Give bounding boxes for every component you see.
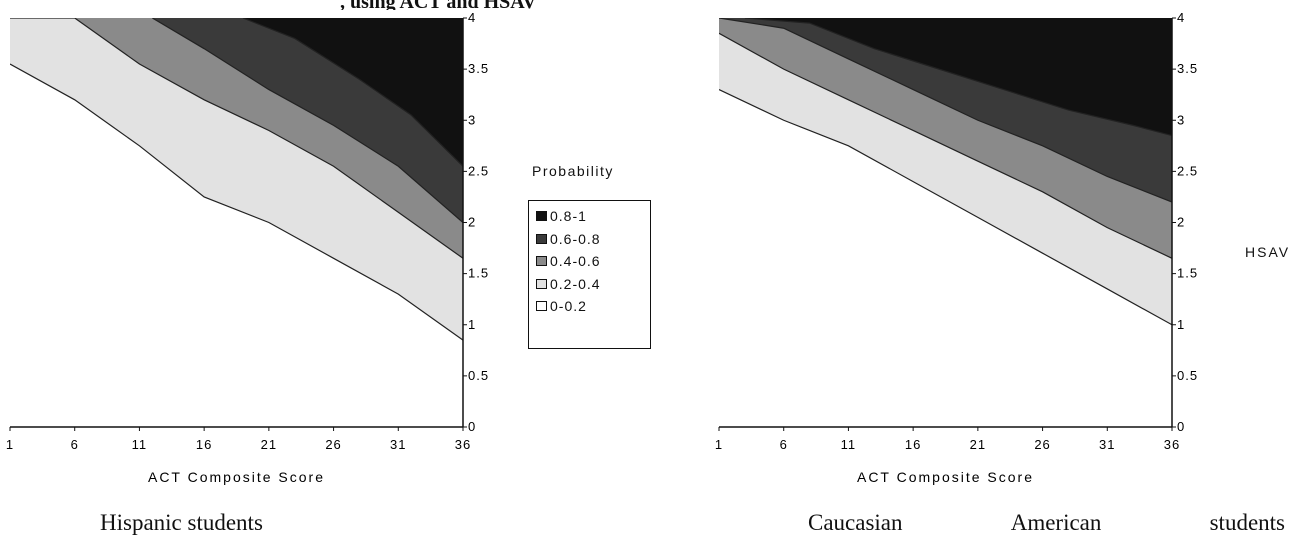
- y-tick-label-3-hispanic: 1.5: [468, 266, 489, 281]
- heatmap-caucasian: [719, 18, 1172, 427]
- x-tick-label-2-caucasian: 11: [841, 437, 857, 452]
- legend-title: Probability: [532, 163, 614, 179]
- figure-title-text: , using ACT and HSAV: [340, 0, 537, 10]
- x-tick-label-3-caucasian: 16: [905, 437, 921, 452]
- boundary-line-0-hispanic: [10, 63, 463, 341]
- x-tick-label-7-caucasian: 36: [1164, 437, 1180, 452]
- x-axis-label-caucasian: ACT Composite Score: [857, 469, 1034, 485]
- legend-item-4: 0-0.2: [536, 295, 650, 318]
- y-tick-label-0-caucasian: 0: [1177, 419, 1185, 434]
- y-tick-label-2-caucasian: 1: [1177, 317, 1185, 332]
- figure-title-cropped: , using ACT and HSAV: [0, 0, 1303, 10]
- x-tick-label-1-hispanic: 6: [71, 437, 79, 452]
- x-tick-label-2-hispanic: 11: [132, 437, 148, 452]
- boundary-line-3-caucasian: [744, 18, 1172, 137]
- y-tick-label-4-hispanic: 2: [468, 215, 476, 230]
- boundary-line-1-caucasian: [719, 32, 1172, 259]
- x-tick-label-6-hispanic: 31: [390, 437, 406, 452]
- caption-right-word-2: students: [1209, 510, 1285, 535]
- legend-label-2: 0.4-0.6: [550, 253, 601, 270]
- legend-swatch-2: [536, 256, 547, 267]
- boundary-line-2-caucasian: [719, 18, 1172, 203]
- y-tick-label-4-caucasian: 2: [1177, 215, 1185, 230]
- y-tick-label-5-caucasian: 2.5: [1177, 163, 1198, 178]
- caption-right-word-1: American: [1010, 510, 1102, 535]
- x-tick-label-3-hispanic: 16: [196, 437, 212, 452]
- caption-left: Hispanic students: [100, 510, 263, 535]
- band-4-hispanic: [242, 18, 463, 167]
- y-tick-label-6-caucasian: 3: [1177, 112, 1185, 127]
- y-tick-label-8-hispanic: 4: [468, 10, 476, 25]
- legend-swatch-0: [536, 211, 547, 222]
- y-tick-label-0-hispanic: 0: [468, 419, 476, 434]
- x-axis-label-hispanic: ACT Composite Score: [148, 469, 325, 485]
- band-4-caucasian: [744, 18, 1172, 136]
- y-tick-label-1-hispanic: 0.5: [468, 368, 489, 383]
- legend-swatch-3: [536, 278, 547, 289]
- boundary-line-3-hispanic: [242, 18, 463, 167]
- y-axis-label: HSAV: [1245, 244, 1291, 260]
- y-tick-label-1-caucasian: 0.5: [1177, 368, 1198, 383]
- y-tick-label-2-hispanic: 1: [468, 317, 476, 332]
- legend-item-3: 0.2-0.4: [536, 273, 650, 296]
- caption-right-word-0: Caucasian: [808, 510, 903, 535]
- x-tick-label-4-hispanic: 21: [261, 437, 277, 452]
- y-tick-label-5-hispanic: 2.5: [468, 163, 489, 178]
- x-tick-label-0-caucasian: 1: [715, 437, 723, 452]
- x-tick-label-5-caucasian: 26: [1034, 437, 1050, 452]
- boundary-line-2-hispanic: [152, 18, 463, 223]
- x-tick-label-6-caucasian: 31: [1099, 437, 1115, 452]
- legend-label-3: 0.2-0.4: [550, 275, 601, 292]
- x-tick-label-1-caucasian: 6: [780, 437, 788, 452]
- x-tick-label-5-hispanic: 26: [325, 437, 341, 452]
- x-tick-label-4-caucasian: 21: [970, 437, 986, 452]
- heatmap-hispanic: [10, 18, 463, 427]
- legend-swatch-1: [536, 233, 547, 244]
- legend-label-1: 0.6-0.8: [550, 230, 601, 247]
- x-tick-label-7-hispanic: 36: [455, 437, 471, 452]
- legend-item-1: 0.6-0.8: [536, 228, 650, 251]
- y-tick-label-3-caucasian: 1.5: [1177, 266, 1198, 281]
- legend-swatch-4: [536, 301, 547, 312]
- legend-item-2: 0.4-0.6: [536, 250, 650, 273]
- legend: 0.8-1 0.6-0.8 0.4-0.6 0.2-0.4 0-0.2: [528, 200, 651, 349]
- boundary-line-1-hispanic: [10, 18, 463, 259]
- y-tick-label-7-hispanic: 3.5: [468, 61, 489, 76]
- boundary-line-0-caucasian: [719, 89, 1172, 326]
- y-tick-label-8-caucasian: 4: [1177, 10, 1185, 25]
- legend-label-0: 0.8-1: [550, 208, 587, 225]
- caption-right: Caucasian American students: [808, 510, 1285, 536]
- y-tick-label-6-hispanic: 3: [468, 112, 476, 127]
- legend-label-4: 0-0.2: [550, 298, 587, 315]
- x-tick-label-0-hispanic: 1: [6, 437, 14, 452]
- y-tick-label-7-caucasian: 3.5: [1177, 61, 1198, 76]
- legend-item-0: 0.8-1: [536, 205, 650, 228]
